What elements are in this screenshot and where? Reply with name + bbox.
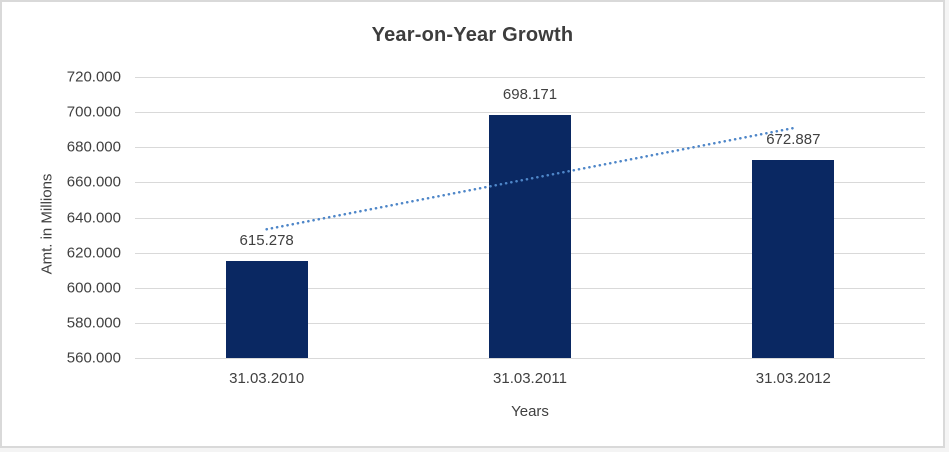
y-tick-label: 660.000	[66, 173, 121, 191]
bar	[752, 159, 835, 358]
trendline-path	[265, 126, 795, 231]
y-tick-label: 580.000	[66, 314, 121, 332]
bar	[225, 260, 308, 358]
gridline	[135, 77, 925, 78]
bar-value-label: 672.887	[766, 130, 821, 148]
chart-title: Year-on-Year Growth	[371, 24, 574, 46]
bar	[489, 115, 571, 358]
x-tick-label: 31.03.2011	[493, 370, 567, 387]
y-tick-label: 680.000	[66, 138, 121, 156]
y-tick-label: 600.000	[66, 279, 121, 297]
x-axis-title: Years	[511, 403, 549, 420]
trendline	[265, 126, 795, 231]
x-tick-label: 31.03.2010	[229, 370, 305, 387]
x-tick-label: 31.03.2012	[755, 370, 831, 387]
y-axis-title: Amt. in Millions	[38, 173, 56, 275]
gridline	[135, 112, 925, 114]
gridline	[135, 358, 925, 359]
bar-value-label: 698.171	[502, 86, 558, 104]
y-tick-label: 700.000	[66, 103, 121, 121]
y-tick-label: 640.000	[66, 209, 121, 226]
y-tick-label: 720.000	[66, 68, 121, 86]
y-tick-label: 560.000	[66, 349, 121, 367]
y-tick-label: 620.000	[66, 244, 121, 262]
bar-value-label: 615.278	[239, 231, 294, 249]
plot-area: 560.000 580.000 600.000 620.000 640.000 660.0…	[67, 70, 925, 387]
